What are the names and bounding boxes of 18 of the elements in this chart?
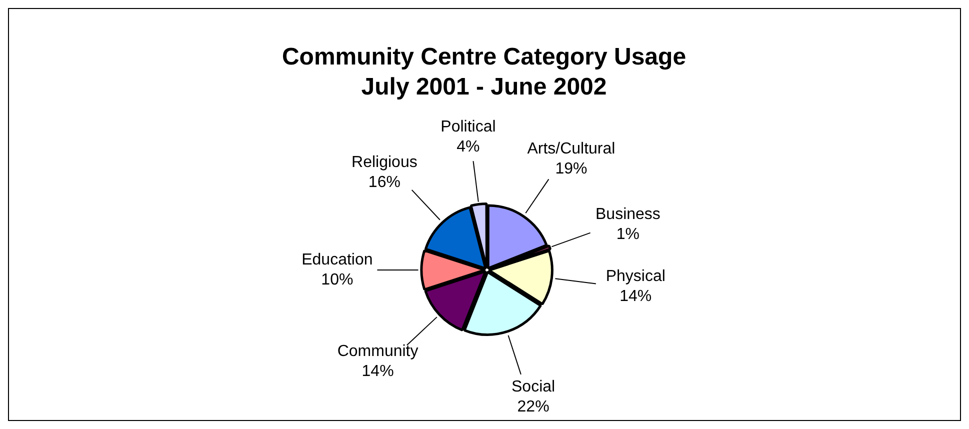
- slice-label: Business: [595, 206, 660, 224]
- data-label: 16%: [368, 174, 400, 191]
- data-label: 14%: [362, 363, 394, 380]
- slice-label: Political: [440, 118, 496, 136]
- data-label: 22%: [517, 398, 550, 416]
- chart-subtitle: July 2001 - June 2002: [361, 74, 607, 101]
- data-label: 1%: [616, 226, 640, 244]
- data-label: 10%: [321, 271, 354, 288]
- slice-label: Arts/Cultural: [527, 140, 616, 158]
- slice-label: Religious: [352, 154, 418, 171]
- slice-label: Education: [302, 251, 373, 268]
- data-label: 19%: [555, 160, 588, 178]
- data-label: 14%: [620, 288, 652, 306]
- data-label: 4%: [456, 138, 480, 156]
- chart-title: Community Centre Category Usage: [282, 44, 686, 71]
- slice-label: Social: [512, 378, 556, 396]
- slice-label: Community: [337, 343, 418, 360]
- slice-label: Physical: [606, 268, 666, 286]
